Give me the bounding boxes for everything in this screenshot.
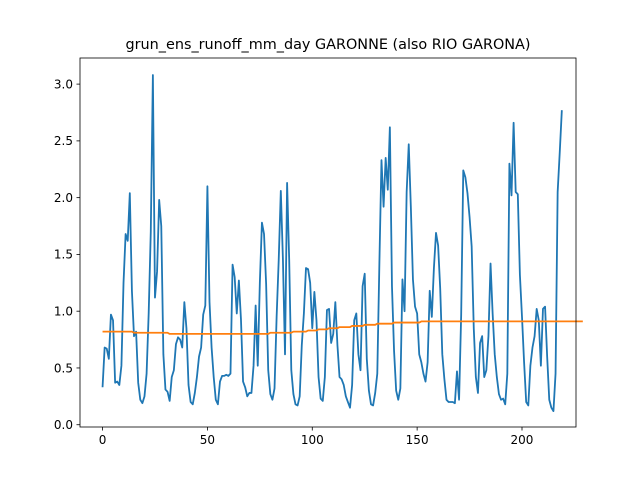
y-axis: 0.0 0.5 1.0 1.5 2.0 2.5 3.0 bbox=[54, 77, 80, 432]
y-tick-label: 1.5 bbox=[54, 248, 73, 262]
x-tick-label: 150 bbox=[406, 433, 429, 447]
x-axis: 0 50 100 150 200 bbox=[99, 427, 534, 447]
x-tick-label: 50 bbox=[200, 433, 215, 447]
x-tick-label: 100 bbox=[301, 433, 324, 447]
y-tick-label: 0.5 bbox=[54, 361, 73, 375]
y-tick-label: 0.0 bbox=[54, 418, 73, 432]
series-line-1 bbox=[102, 320, 583, 335]
x-tick-label: 0 bbox=[99, 433, 107, 447]
y-tick-label: 3.0 bbox=[54, 77, 73, 91]
plot-lines bbox=[101, 74, 583, 413]
y-tick-label: 2.0 bbox=[54, 191, 73, 205]
chart-title: grun_ens_runoff_mm_day GARONNE (also RIO… bbox=[125, 37, 530, 53]
series-line-0 bbox=[101, 74, 563, 413]
y-tick-label: 1.0 bbox=[54, 304, 73, 318]
y-tick-label: 2.5 bbox=[54, 134, 73, 148]
x-tick-label: 200 bbox=[511, 433, 534, 447]
plot-frame bbox=[79, 57, 577, 428]
